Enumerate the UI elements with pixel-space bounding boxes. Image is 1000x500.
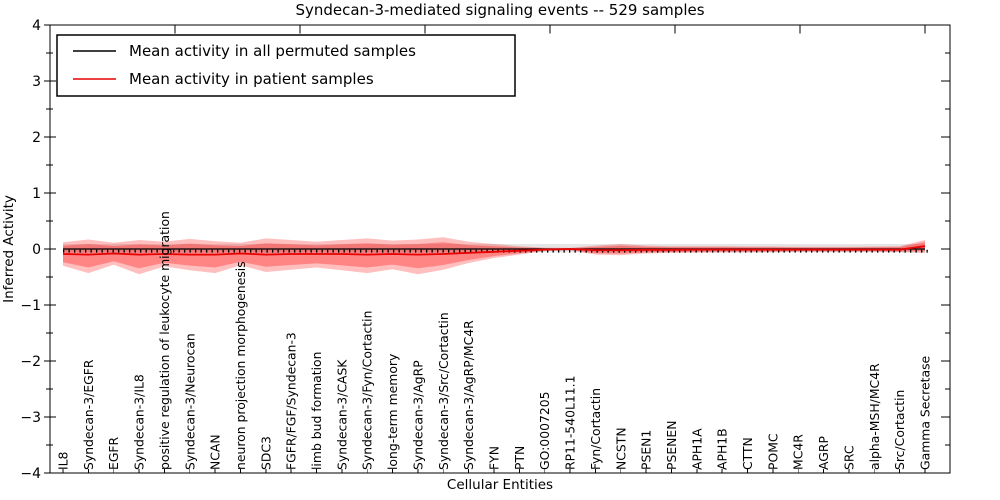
- confidence-bands: [63, 237, 925, 275]
- x-tick-label: APH1B: [715, 428, 730, 470]
- x-tick-label: PSEN1: [639, 430, 654, 470]
- x-tick-label: Syndecan-3/AgRP/MC4R: [461, 320, 476, 470]
- axis-ticks: [44, 24, 950, 474]
- y-axis-label: Inferred Activity: [1, 195, 17, 303]
- patient-mean-line: [62, 245, 926, 256]
- x-tick-label: positive regulation of leukocyte migrati…: [157, 211, 172, 470]
- x-tick-label: Syndecan-3/AgRP: [410, 360, 425, 470]
- x-tick-label: Fyn/Cortactin: [588, 388, 603, 470]
- x-axis-label: Cellular Entities: [447, 477, 553, 493]
- y-tick-label: 2: [32, 130, 41, 146]
- x-tick-label: IL8: [56, 451, 71, 470]
- x-tick-label: long-term memory: [385, 354, 400, 470]
- y-tick-label: 3: [32, 74, 41, 90]
- x-tick-label: POMC: [765, 433, 780, 470]
- mean-lines: [62, 245, 928, 256]
- x-tick-label: Syndecan-3/Neurocan: [182, 333, 197, 470]
- x-tick-label: AGRP: [816, 436, 831, 470]
- y-tick-labels: 4 3 2 1 0 −1 −2 −3 −4: [20, 18, 41, 482]
- x-tick-label: NCAN: [208, 434, 223, 470]
- x-category-labels: IL8 Syndecan-3/EGFR EGFR Syndecan-3/IL8 posi…: [56, 211, 933, 470]
- x-tick-label: APH1A: [689, 428, 704, 470]
- legend: Mean activity in all permuted samples Me…: [56, 34, 516, 97]
- x-tick-label: Syndecan-3/CASK: [334, 359, 349, 470]
- x-tick-label: FYN: [487, 446, 502, 470]
- x-tick-label: Syndecan-3/Fyn/Cortactin: [360, 311, 375, 470]
- x-tick-label: PTN: [512, 446, 527, 470]
- y-tick-label: −3: [20, 410, 41, 426]
- y-tick-label: 4: [32, 18, 41, 34]
- legend-box: [56, 34, 516, 97]
- y-tick-label: −4: [20, 466, 41, 482]
- x-tick-label: EGFR: [106, 436, 121, 470]
- y-tick-label: 0: [32, 242, 41, 258]
- x-tick-label: PSENEN: [664, 420, 679, 470]
- x-tick-label: RP11-540L11.1: [563, 376, 578, 470]
- x-tick-label: Src/Cortactin: [892, 390, 907, 470]
- x-tick-label: SRC: [841, 445, 856, 470]
- x-tick-label: limb bud formation: [309, 352, 324, 471]
- x-tick-label: neuron projection morphogenesis: [233, 261, 248, 470]
- x-tick-label: MC4R: [791, 434, 806, 470]
- y-tick-label: 1: [32, 186, 41, 202]
- x-tick-label: Syndecan-3/Src/Cortactin: [436, 312, 451, 470]
- x-tick-label: Gamma Secretase: [918, 356, 933, 470]
- x-tick-label: Syndecan-3/IL8: [132, 374, 147, 470]
- x-tick-label: Syndecan-3/EGFR: [81, 359, 96, 470]
- x-tick-label: alpha-MSH/MC4R: [867, 363, 882, 470]
- y-tick-label: −1: [20, 298, 41, 314]
- x-tick-label: FGFR/FGF/Syndecan-3: [284, 332, 299, 470]
- legend-label-patient: Mean activity in patient samples: [129, 70, 374, 88]
- x-tick-label: GO:0007205: [537, 392, 552, 471]
- x-tick-label: CTTN: [740, 437, 755, 470]
- patient-samples-outer-band: [63, 237, 925, 275]
- y-tick-label: −2: [20, 354, 41, 370]
- x-tick-label: SDC3: [258, 436, 273, 470]
- chart-title: Syndecan-3-mediated signaling events -- …: [295, 1, 704, 19]
- legend-label-permuted: Mean activity in all permuted samples: [129, 42, 416, 60]
- x-tick-label: NCSTN: [613, 427, 628, 470]
